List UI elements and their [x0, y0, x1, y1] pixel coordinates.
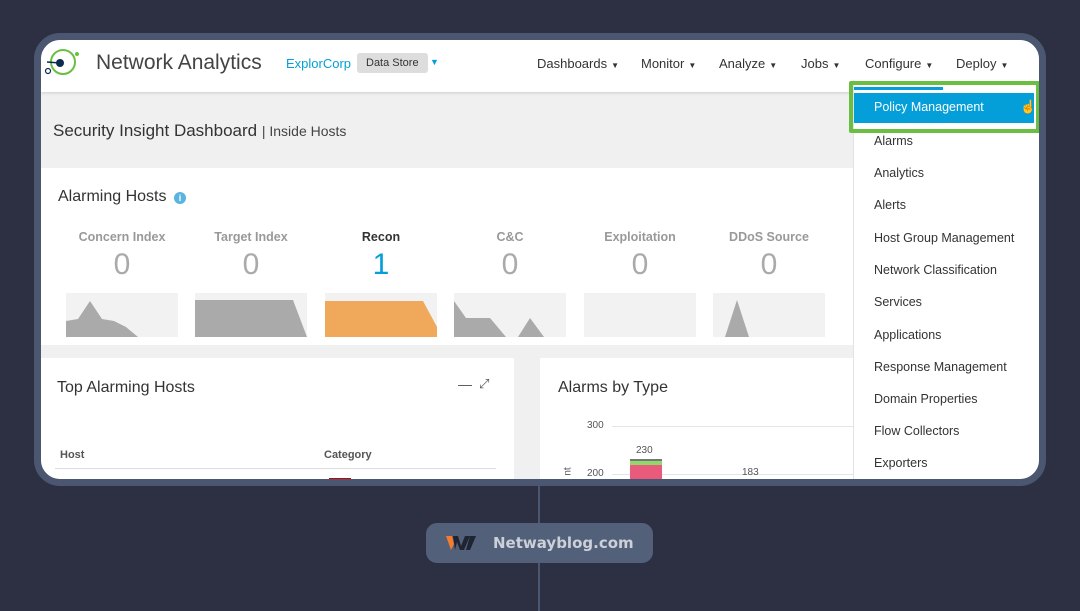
caret-down-icon: ▼ [769, 61, 778, 70]
nav-analyze[interactable]: Analyze ▼ [719, 56, 777, 71]
configure-dropdown-menu: Policy Management ☝ Alarms Analytics Aler… [853, 80, 1039, 479]
sparkline-exploitation [584, 293, 696, 337]
sparkline-cc [454, 293, 566, 337]
sparkline-recon [325, 293, 437, 337]
metric-value: 0 [242, 248, 260, 281]
metric-label: C&C [496, 230, 524, 244]
menu-item-services[interactable]: Services [874, 295, 922, 309]
alarms-by-type-card: Alarms by Type 300 200 nt 230 183 [540, 358, 862, 479]
menu-top-indicator [854, 87, 943, 90]
menu-item-analytics[interactable]: Analytics [874, 166, 925, 180]
column-header-category[interactable]: Category [324, 449, 372, 461]
metric-label: Exploitation [604, 230, 676, 244]
caret-down-icon[interactable]: ▼ [430, 57, 439, 67]
table-divider [55, 468, 496, 469]
metric-target-index[interactable]: Target Index 0 [195, 230, 307, 282]
menu-item-label: Policy Management [874, 100, 984, 114]
metric-value: 0 [501, 248, 519, 281]
menu-item-network-classification[interactable]: Network Classification [874, 263, 997, 277]
column-header-host[interactable]: Host [60, 449, 85, 461]
y-axis-label: nt [562, 467, 574, 476]
nav-label: Analyze [719, 56, 766, 71]
watermark-text: Netwayblog.com [493, 534, 634, 552]
nav-deploy[interactable]: Deploy ▼ [956, 56, 1008, 71]
sparkline-concern-index [66, 293, 178, 337]
nav-label: Jobs [801, 56, 829, 71]
bar-label: 183 [742, 467, 759, 478]
metric-cc[interactable]: C&C 0 [454, 230, 566, 282]
page-title: Security Insight Dashboard | Inside Host… [53, 121, 346, 141]
info-icon[interactable]: i [174, 192, 186, 204]
caret-down-icon: ▼ [688, 61, 697, 70]
nav-label: Deploy [956, 56, 997, 71]
metric-value: 0 [631, 248, 649, 281]
metric-label: Recon [361, 230, 401, 244]
nav-label: Configure [865, 56, 922, 71]
app-title: Network Analytics [96, 51, 262, 74]
metric-label: DDoS Source [729, 230, 809, 244]
menu-item-exporters[interactable]: Exporters [874, 456, 928, 470]
menu-item-alarms[interactable]: Alarms [874, 134, 913, 148]
netway-logo-icon [446, 536, 476, 550]
category-indicator [329, 478, 351, 479]
nav-dashboards[interactable]: Dashboards ▼ [537, 56, 619, 71]
gridline [612, 474, 862, 475]
metric-label: Concern Index [78, 230, 166, 244]
caret-down-icon: ▼ [832, 61, 841, 70]
card-title: Alarming Hosts [58, 188, 167, 205]
sparkline-target-index [195, 293, 307, 337]
caret-down-icon: ▼ [925, 61, 934, 70]
data-store-selector[interactable]: Data Store [357, 53, 428, 73]
screenshot-frame: Network Analytics ExplorCorp Data Store … [34, 33, 1046, 486]
metric-concern-index[interactable]: Concern Index 0 [66, 230, 178, 282]
y-tick-200: 200 [587, 468, 604, 479]
top-alarming-hosts-card: Top Alarming Hosts — ⤢ Host Category [41, 358, 514, 479]
app-logo-icon [44, 49, 79, 75]
menu-item-host-group-management[interactable]: Host Group Management [874, 231, 1015, 245]
nav-jobs[interactable]: Jobs ▼ [801, 56, 840, 71]
menu-item-flow-collectors[interactable]: Flow Collectors [874, 424, 960, 438]
card-title: Alarms by Type [558, 379, 668, 396]
gridline [612, 426, 862, 427]
metric-exploitation[interactable]: Exploitation 0 [584, 230, 696, 282]
menu-item-applications[interactable]: Applications [874, 328, 942, 342]
sparkline-ddos-source [713, 293, 825, 337]
metric-ddos-source[interactable]: DDoS Source 0 [713, 230, 825, 282]
menu-item-domain-properties[interactable]: Domain Properties [874, 392, 978, 406]
nav-label: Dashboards [537, 56, 608, 71]
metric-value: 0 [113, 248, 131, 281]
metric-value: 1 [372, 248, 390, 281]
watermark-badge: Netwayblog.com [426, 523, 653, 563]
metric-recon[interactable]: Recon 1 [325, 230, 437, 282]
caret-down-icon: ▼ [1000, 61, 1009, 70]
card-title: Top Alarming Hosts [57, 379, 195, 396]
page-title-text: Security Insight Dashboard [53, 121, 258, 140]
bar-230[interactable] [630, 459, 662, 479]
minimize-icon[interactable]: — [458, 376, 472, 392]
expand-icon[interactable]: ⤢ [479, 376, 490, 391]
y-tick-300: 300 [587, 420, 604, 431]
nav-label: Monitor [641, 56, 685, 71]
page-subtitle: | Inside Hosts [261, 123, 347, 139]
caret-down-icon: ▼ [611, 61, 620, 70]
nav-monitor[interactable]: Monitor ▼ [641, 56, 696, 71]
hand-cursor-icon: ☝ [1020, 99, 1037, 114]
menu-item-policy-management[interactable]: Policy Management ☝ [854, 93, 1037, 123]
highlight-outline [849, 81, 1039, 133]
metric-label: Target Index [214, 230, 288, 244]
tenant-link[interactable]: ExplorCorp [286, 56, 352, 71]
bar-label: 230 [636, 445, 653, 456]
menu-item-response-management[interactable]: Response Management [874, 360, 1007, 374]
menu-item-alerts[interactable]: Alerts [874, 198, 906, 212]
metric-value: 0 [760, 248, 778, 281]
nav-configure[interactable]: Configure ▼ [865, 56, 933, 71]
